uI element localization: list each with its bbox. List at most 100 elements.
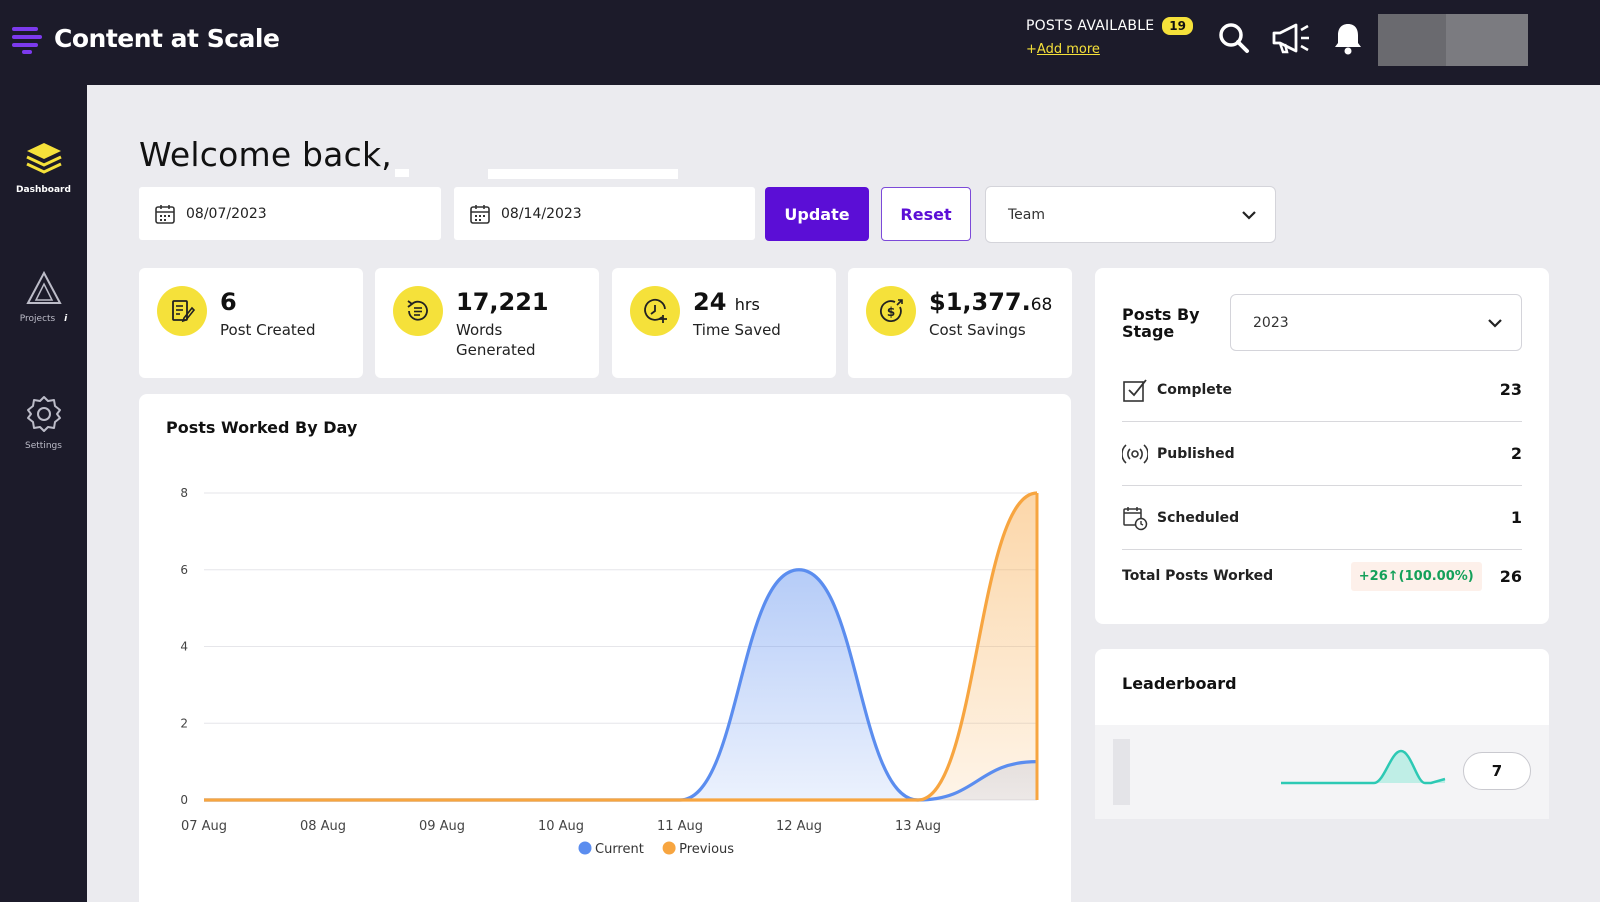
posts-by-stage-card: Posts By Stage 2023 Complete 23 Publishe… [1095,268,1549,624]
legend-marker-current [578,841,592,855]
svg-text:$: $ [887,305,895,319]
stat-value: 6 [220,288,237,316]
refresh-list-icon [393,286,443,336]
broadcast-icon [1122,441,1148,467]
user-avatar[interactable] [1378,14,1528,66]
stage-label: Scheduled [1157,509,1240,526]
y-tick-label: 2 [180,716,188,730]
stat-cents: 68 [1030,295,1053,315]
stat-card-words-generated: 17,221 Words Generated [375,268,599,378]
stage-label: Published [1157,445,1235,462]
checkbox-icon [1122,377,1148,403]
start-date-input[interactable]: 08/07/2023 [139,187,441,240]
sidebar: Dashboard Projects i Settings [0,85,87,902]
end-date-value: 08/14/2023 [501,205,582,222]
sidebar-item-projects[interactable]: Projects i [0,270,87,324]
redacted-name [488,169,678,179]
chevron-down-icon [1488,318,1502,328]
x-tick-label: 07 Aug [181,819,227,834]
app-name: Content at Scale [54,23,280,53]
posts-available-badge: 19 [1162,17,1193,35]
triangle-icon [25,270,62,304]
logo-icon [10,22,42,54]
leaderboard-count: 7 [1463,752,1531,790]
series-line-previous [204,491,1038,802]
update-button[interactable]: Update [765,187,869,241]
edit-document-icon [157,286,207,336]
y-tick-label: 4 [180,640,188,654]
search-icon[interactable] [1216,20,1252,56]
posts-worked-chart-card: Posts Worked By Day 0 2 4 6 8 07 Aug 08 Aug 09 … [139,394,1071,902]
stat-value: 17,221 [456,288,549,316]
stage-label: Complete [1157,381,1232,398]
leaderboard-avatar-placeholder [1113,739,1130,805]
calendar-icon [155,204,175,224]
year-select-value: 2023 [1253,314,1289,331]
stage-row-scheduled[interactable]: Scheduled 1 [1122,486,1522,550]
total-posts-row: Total Posts Worked +26↑(100.00%) 26 [1122,558,1522,594]
stat-label: Words Generated [456,321,536,359]
megaphone-icon[interactable] [1270,20,1314,56]
add-more-plus: + [1026,42,1037,57]
leaderboard-card: Leaderboard 7 [1095,649,1549,819]
team-select-value: Team [1008,206,1046,223]
legend-label: Previous [679,842,734,857]
posts-available-label: POSTS AVAILABLE [1026,18,1155,34]
x-tick-label: 10 Aug [538,819,584,834]
bell-icon[interactable] [1330,20,1366,56]
leaderboard-sparkline [1281,749,1446,785]
leaderboard-row[interactable]: 7 [1095,725,1549,819]
stat-value: $1,377.68 [929,288,1053,316]
legend-label: Current [595,842,644,857]
posts-available: POSTS AVAILABLE 19 [1026,17,1193,35]
stat-label: Cost Savings [929,321,1026,339]
stage-row-published[interactable]: Published 2 [1122,422,1522,486]
stat-card-cost-savings: $ $1,377.68 Cost Savings [848,268,1072,378]
stat-card-posts-created: 6 Post Created [139,268,363,378]
calendar-icon [470,204,490,224]
reset-button[interactable]: Reset [881,187,971,241]
clock-plus-icon [630,286,680,336]
info-icon[interactable]: i [64,314,68,324]
app-logo[interactable]: Content at Scale [10,22,280,54]
stage-row-complete[interactable]: Complete 23 [1122,358,1522,422]
top-bar: Content at Scale POSTS AVAILABLE 19 +Add … [0,0,1600,85]
add-more-link[interactable]: Add more [1036,42,1100,57]
add-more: +Add more [1026,42,1100,57]
welcome-heading: Welcome back, [139,135,392,174]
calendar-clock-icon [1122,505,1148,531]
sidebar-item-dashboard[interactable]: Dashboard [0,141,87,195]
redacted-name [395,169,409,177]
series-area-previous [204,493,1037,800]
chart-title: Posts Worked By Day [166,418,358,437]
legend-marker-previous [662,841,676,855]
team-select[interactable]: Team [985,186,1276,243]
y-tick-label: 6 [180,563,188,577]
total-count: 26 [1499,566,1522,586]
total-label: Total Posts Worked [1122,568,1274,584]
stage-count: 23 [1499,380,1522,399]
series-area-current [204,569,1037,800]
sidebar-item-settings[interactable]: Settings [0,395,87,451]
stage-count: 2 [1510,444,1522,463]
chevron-down-icon [1242,210,1256,220]
posts-worked-chart: 0 2 4 6 8 07 Aug 08 Aug 09 Aug 10 Aug 11 Aug 12 Au… [180,486,1039,857]
stat-unit: hrs [734,295,760,314]
leaderboard-title: Leaderboard [1122,674,1237,693]
stat-label: Time Saved [693,321,781,339]
x-tick-label: 11 Aug [657,819,703,834]
x-tick-label: 13 Aug [895,819,941,834]
x-tick-label: 12 Aug [776,819,822,834]
layers-icon [25,143,62,174]
dollar-arrow-icon: $ [866,286,916,336]
stat-card-time-saved: 24 hrs Time Saved [612,268,836,378]
stat-value: 24 hrs [693,288,760,316]
sidebar-item-label: Projects i [19,314,68,324]
end-date-input[interactable]: 08/14/2023 [454,187,755,240]
stage-count: 1 [1510,508,1522,527]
start-date-value: 08/07/2023 [186,205,267,222]
year-select[interactable]: 2023 [1230,294,1522,351]
series-line-current [204,568,1038,802]
posts-by-stage-title: Posts By Stage [1122,305,1200,341]
x-tick-label: 08 Aug [300,819,346,834]
